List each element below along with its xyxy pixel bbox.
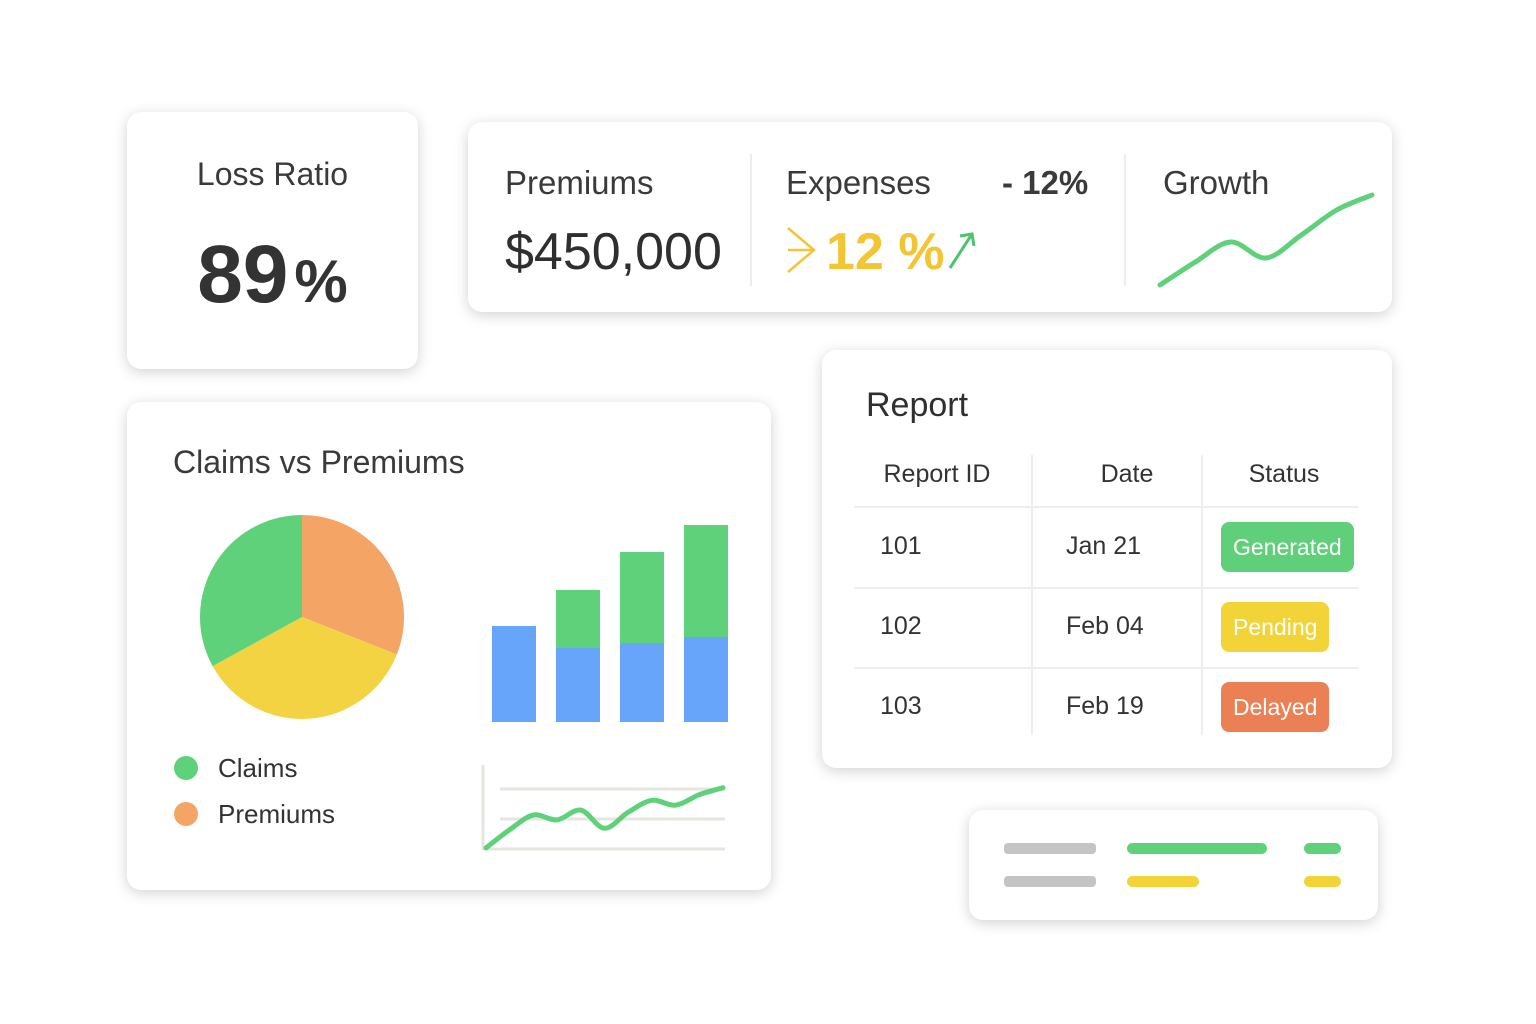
legend-dot: [174, 756, 198, 780]
legend-label: Claims: [218, 753, 297, 783]
divider: [1124, 154, 1126, 286]
claims-charts: Claims Premiums: [174, 515, 728, 851]
expenses-value: 12 %: [826, 223, 945, 281]
row-divider: [854, 587, 1358, 589]
status-badge: Generated: [1221, 522, 1354, 572]
expense-arrows: [787, 227, 976, 273]
placeholder-bar: [1004, 843, 1096, 854]
bar-segment: [556, 590, 600, 648]
loss-ratio-card: Loss Ratio 89%: [127, 112, 418, 369]
expenses-change: - 12%: [1002, 164, 1089, 201]
skeleton-card: [969, 810, 1378, 920]
up-arrow: [948, 232, 976, 269]
status-badge: Delayed: [1221, 682, 1330, 732]
report-date: Feb 04: [1066, 612, 1144, 640]
legend-dot: [174, 802, 198, 826]
bar-segment: [556, 648, 600, 722]
placeholder-bar: [1304, 876, 1341, 887]
row-divider: [854, 667, 1358, 669]
placeholder-bar: [1127, 876, 1199, 887]
pie-slice: [200, 515, 302, 667]
bar-segment: [684, 525, 728, 637]
trend-line: [1157, 192, 1375, 288]
column-header: Status: [1248, 460, 1320, 488]
report-card: Report Report ID Date Status 101 Jan 21 Gener…: [822, 350, 1392, 768]
placeholder-bar: [1127, 843, 1267, 854]
column-header: Report ID: [883, 460, 991, 488]
pie-slice: [212, 617, 397, 719]
report-id: 102: [880, 612, 922, 640]
row-divider: [854, 506, 1358, 508]
col-divider: [1031, 455, 1033, 735]
premiums-value: $450,000: [505, 223, 722, 281]
loss-ratio-unit: %: [294, 248, 348, 315]
col-divider: [1201, 455, 1203, 735]
bar-segment: [492, 626, 536, 722]
bar-segment: [620, 552, 664, 643]
report-title: Report: [866, 386, 969, 424]
loss-ratio-value: 89%: [127, 228, 418, 322]
bar-segment: [620, 643, 664, 722]
trend-line: [483, 785, 726, 851]
claims-card: Claims vs Premiums Claims Premiums: [127, 402, 771, 890]
growth-chart: [1157, 192, 1375, 288]
bar-segment: [684, 637, 728, 722]
column-header: Date: [1100, 460, 1154, 488]
status-badge: Pending: [1221, 602, 1330, 652]
placeholder-bar: [1004, 876, 1096, 887]
report-date: Jan 21: [1066, 532, 1142, 560]
expenses-label: Expenses: [786, 164, 931, 201]
report-date: Feb 19: [1066, 692, 1144, 720]
loss-ratio-number: 89: [197, 229, 289, 320]
growth-label: Growth: [1163, 164, 1270, 201]
claims-title: Claims vs Premiums: [173, 444, 465, 480]
legend-label: Premiums: [218, 799, 335, 829]
report-id: 101: [880, 532, 922, 560]
placeholder-bar: [1304, 843, 1341, 854]
premiums-label: Premiums: [505, 164, 654, 201]
loss-ratio-label: Loss Ratio: [196, 156, 349, 192]
report-id: 103: [880, 692, 922, 720]
divider: [750, 154, 752, 286]
kpi-card: Premiums $450,000 Expenses - 12% 12 % Gr…: [468, 122, 1392, 312]
pie-slice: [302, 515, 404, 655]
right-arrow: [787, 227, 816, 273]
